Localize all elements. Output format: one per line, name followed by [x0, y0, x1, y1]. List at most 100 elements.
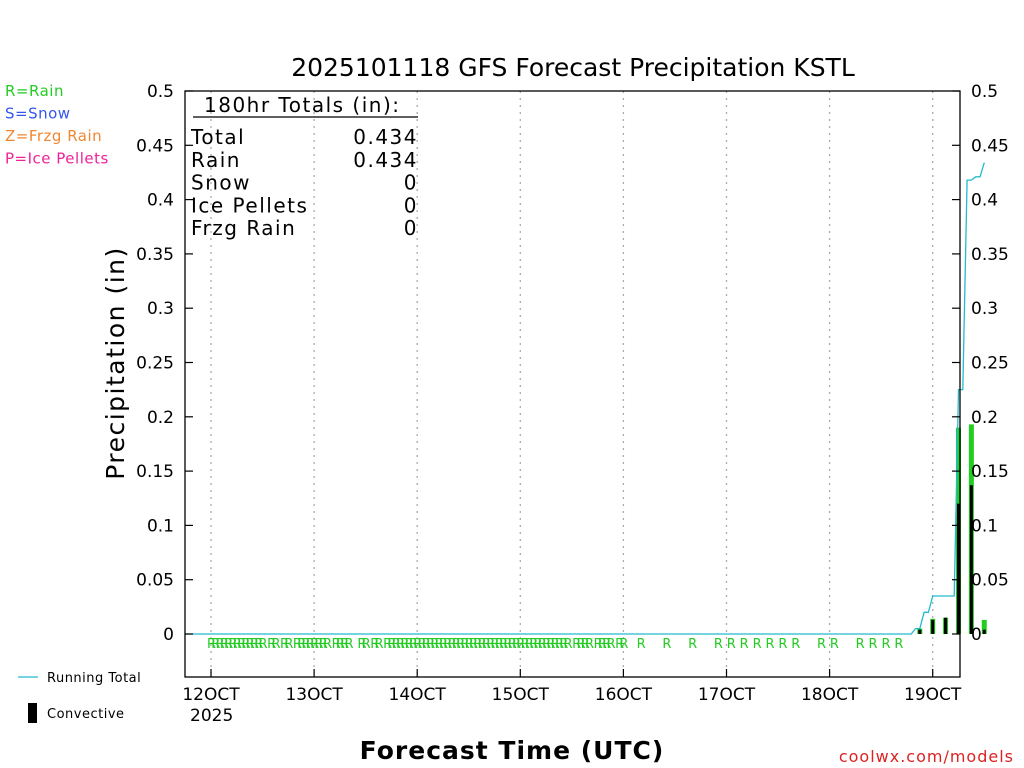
convective-swatch	[28, 703, 37, 723]
ptype-mark-33: R	[383, 637, 392, 652]
totals-box: 180hr Totals (in): Total 0.434 Rain 0.434 Sn…	[190, 93, 418, 240]
ptype-mark-38: R	[405, 637, 414, 652]
ptype-mark-72: R	[551, 637, 560, 652]
ptype-mark-27: R	[340, 637, 349, 652]
convective-bar-3	[956, 503, 960, 634]
ptype-mark-13: R	[267, 637, 276, 652]
ptype-mark-37: R	[400, 637, 409, 652]
x-tick-label-0: 12OCT	[182, 685, 240, 705]
ptype-mark-11: R	[254, 637, 263, 652]
y-tick-label-right-7: 0.35	[971, 245, 1009, 265]
ptype-mark-71: R	[546, 637, 555, 652]
ptype-mark-40: R	[413, 637, 422, 652]
ptype-mark-63: R	[512, 637, 521, 652]
ptype-mark-88: R	[688, 637, 697, 652]
ptype-mark-80: R	[594, 637, 603, 652]
y-axis-label: Precipitation (in)	[101, 246, 130, 480]
ptype-mark-78: R	[581, 637, 590, 652]
y-tick-label-right-1: 0.05	[971, 571, 1009, 591]
ptype-mark-9: R	[246, 637, 255, 652]
running-total-legend: Running Total	[18, 671, 141, 686]
x-axis-ticks: 12OCT 13OCT 14OCT 15OCT 16OCT 17OCT 18OCT 19OCT	[182, 669, 962, 705]
ptype-mark-95: R	[791, 637, 800, 652]
ptype-mark-91: R	[740, 637, 749, 652]
y-axis-ticks: 0 00.05 0.050.1 0.10.15 0.150.2 0.20.25 0.250.…	[136, 82, 1009, 645]
totals-label-2: Snow	[191, 171, 251, 195]
precip-type-legend: R=Rain S=Snow Z=Frzg Rain P=Ice Pellets	[5, 82, 108, 168]
bars-group	[917, 424, 987, 634]
ptype-mark-28: R	[344, 637, 353, 652]
ptype-mark-24: R	[323, 637, 332, 652]
ptype-mark-97: R	[830, 637, 839, 652]
ptype-mark-47: R	[443, 637, 452, 652]
ptype-mark-18: R	[297, 637, 306, 652]
ptype-mark-82: R	[602, 637, 611, 652]
x-tick-label-5: 17OCT	[698, 685, 756, 705]
ptype-mark-56: R	[482, 637, 491, 652]
ptype-mark-73: R	[555, 637, 564, 652]
ptype-mark-49: R	[452, 637, 461, 652]
ptype-mark-8: R	[241, 637, 250, 652]
y-tick-label-left-4: 0.2	[147, 408, 174, 428]
y-tick-label-left-1: 0.05	[136, 571, 174, 591]
ptype-mark-45: R	[435, 637, 444, 652]
ptype-mark-43: R	[426, 637, 435, 652]
running-total-group	[185, 162, 985, 635]
ptype-mark-14: R	[271, 637, 280, 652]
ptype-mark-25: R	[332, 637, 341, 652]
ptype-mark-44: R	[430, 637, 439, 652]
y-tick-label-left-3: 0.15	[136, 462, 174, 482]
totals-value-4: 0	[404, 216, 418, 240]
ptype-mark-10: R	[250, 637, 259, 652]
x-axis-label: Forecast Time (UTC)	[360, 736, 665, 765]
ptype-mark-67: R	[529, 637, 538, 652]
totals-label-1: Rain	[191, 148, 241, 172]
ptype-mark-17: R	[293, 637, 302, 652]
chart-title: 2025101118 GFS Forecast Precipitation KS…	[291, 53, 855, 82]
y-tick-label-left-2: 0.1	[147, 516, 174, 536]
ptype-mark-66: R	[525, 637, 534, 652]
plot-frame	[184, 90, 961, 678]
ptype-mark-42: R	[422, 637, 431, 652]
convective-label: Convective	[47, 707, 125, 722]
ptype-mark-1: R	[211, 637, 220, 652]
ptype-mark-53: R	[469, 637, 478, 652]
ptype-mark-94: R	[778, 637, 787, 652]
ptype-mark-19: R	[302, 637, 311, 652]
ptype-mark-26: R	[336, 637, 345, 652]
ptype-mark-59: R	[495, 637, 504, 652]
year-label: 2025	[190, 706, 233, 726]
ptype-mark-57: R	[486, 637, 495, 652]
ptype-mark-96: R	[817, 637, 826, 652]
ptype-mark-74: R	[559, 637, 568, 652]
ptype-mark-7: R	[237, 637, 246, 652]
ptype-mark-39: R	[409, 637, 418, 652]
ptype-mark-61: R	[503, 637, 512, 652]
x-tick-label-7: 19OCT	[904, 685, 962, 705]
ptype-mark-21: R	[310, 637, 319, 652]
ptype-mark-30: R	[362, 637, 371, 652]
ptype-mark-3: R	[220, 637, 229, 652]
ptype-mark-2: R	[216, 637, 225, 652]
ptype-mark-29: R	[357, 637, 366, 652]
ptype-mark-23: R	[319, 637, 328, 652]
legend-type-1: S=Snow	[5, 105, 71, 123]
y-tick-label-right-9: 0.45	[971, 136, 1009, 156]
x-tick-label-6: 18OCT	[801, 685, 859, 705]
x-tick-label-1: 13OCT	[285, 685, 343, 705]
ptype-mark-86: R	[637, 637, 646, 652]
ptype-mark-79: R	[585, 637, 594, 652]
convective-bar-4	[969, 485, 973, 634]
ptype-mark-77: R	[576, 637, 585, 652]
y-tick-label-right-3: 0.15	[971, 462, 1009, 482]
ptype-mark-99: R	[869, 637, 878, 652]
ptype-mark-0: R	[207, 637, 216, 652]
ptype-mark-75: R	[564, 637, 573, 652]
y-tick-label-right-2: 0.1	[971, 516, 998, 536]
totals-label-3: Ice Pellets	[191, 193, 308, 217]
convective-bar-0	[918, 629, 922, 634]
legend-type-0: R=Rain	[5, 82, 64, 100]
y-tick-label-right-0: 0	[971, 625, 982, 645]
